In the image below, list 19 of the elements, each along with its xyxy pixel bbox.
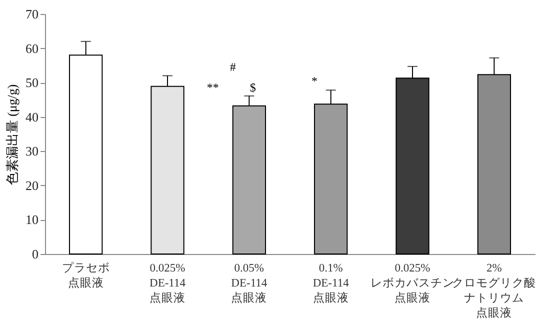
y-tick-label: 10 [26,212,38,228]
x-tick-label: 0.025% レボカバスチン点眼液 [370,262,454,304]
y-tick-label: 40 [26,109,38,124]
y-axis-title: 色素漏出量 (μg/g) [4,84,20,185]
y-tick-label: 30 [26,144,38,159]
y-tick-label: 20 [26,178,38,193]
x-tick-label: 2% クロモグリク酸ナトリウム点眼液 [452,262,536,320]
y-tick-label: 60 [26,40,38,56]
x-tick-label: 0.025% DE-114 点眼液 [150,262,186,304]
y-tick-label: 0 [32,246,38,262]
annotation: $ [250,80,256,95]
x-tick-label: 0.1% DE-114 点眼液 [312,262,350,304]
x-tick-label: プラセボ点眼液 [62,260,110,290]
annotation: * [312,74,318,88]
y-tick-label: 70 [26,6,38,22]
x-tick-label: 0.05% DE-114 点眼液 [231,262,268,304]
annotation: ** [206,80,219,95]
annotation: # [230,60,236,74]
y-tick-label: 50 [26,75,38,90]
